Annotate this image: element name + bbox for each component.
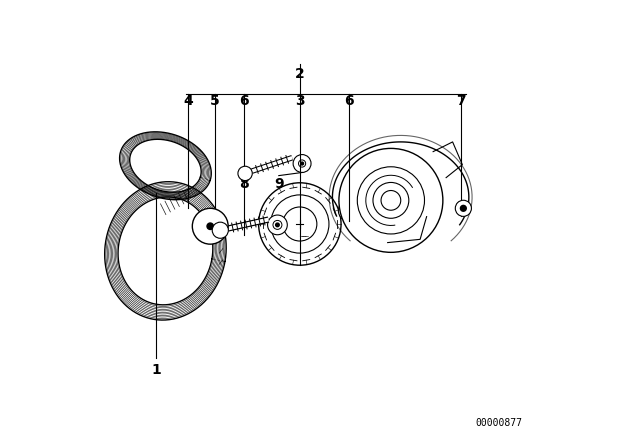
- Circle shape: [212, 222, 228, 238]
- Circle shape: [344, 206, 354, 215]
- Circle shape: [238, 166, 252, 181]
- Text: 8: 8: [239, 177, 249, 191]
- Circle shape: [192, 208, 228, 244]
- Circle shape: [339, 148, 443, 252]
- Circle shape: [348, 209, 351, 212]
- Text: 7: 7: [456, 94, 466, 108]
- Text: 00000877: 00000877: [476, 418, 523, 428]
- Circle shape: [273, 220, 282, 229]
- Circle shape: [276, 223, 279, 227]
- Text: 3: 3: [295, 94, 305, 108]
- Text: 1: 1: [152, 362, 161, 377]
- Circle shape: [298, 160, 306, 167]
- Circle shape: [268, 215, 287, 235]
- Circle shape: [207, 223, 214, 229]
- Circle shape: [455, 200, 472, 216]
- Text: 5: 5: [210, 94, 220, 108]
- Circle shape: [293, 155, 311, 172]
- Circle shape: [460, 205, 467, 212]
- Text: 9: 9: [274, 177, 284, 191]
- Circle shape: [301, 162, 303, 165]
- Text: 4: 4: [183, 94, 193, 108]
- Text: 6: 6: [239, 94, 249, 108]
- Text: 2: 2: [295, 67, 305, 81]
- Circle shape: [339, 200, 360, 221]
- Text: 6: 6: [344, 94, 354, 108]
